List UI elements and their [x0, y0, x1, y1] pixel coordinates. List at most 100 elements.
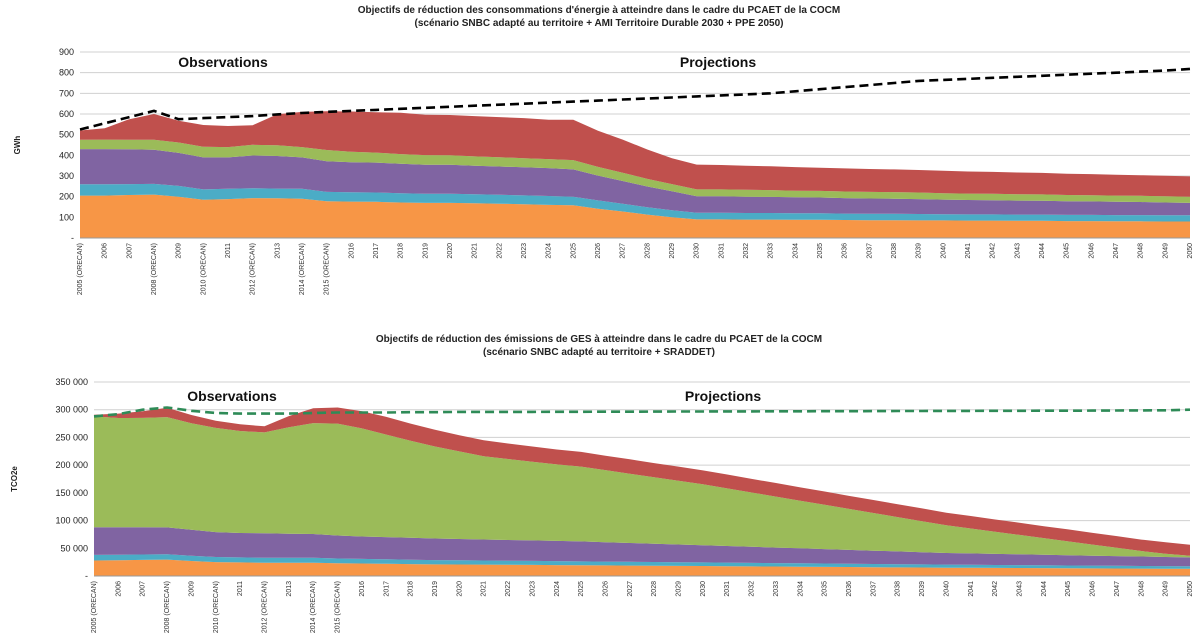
- chart-title: Objectifs de réduction des émissions de …: [0, 333, 1198, 359]
- area-series-5: [80, 111, 1190, 197]
- area-series-3: [80, 149, 1190, 216]
- x-tick-label: 2021: [472, 243, 479, 259]
- x-tick-label: 2042: [992, 581, 999, 597]
- x-tick-label: 2031: [724, 581, 731, 597]
- x-tick-label: 2014 (ORECAN): [299, 243, 306, 295]
- x-tick-label: 2035: [822, 581, 829, 597]
- x-tick-label: 2005 (ORECAN): [91, 581, 98, 633]
- y-tick-label: 300: [59, 171, 74, 181]
- x-tick-label: 2036: [842, 243, 849, 259]
- x-tick-label: 2012 (ORECAN): [261, 581, 268, 633]
- x-tick-label: 2007: [126, 243, 133, 259]
- y-tick-label: 50 000: [60, 543, 88, 553]
- area-series-1: [94, 559, 1190, 576]
- area-series-3: [94, 527, 1190, 567]
- chart-title-line1: Objectifs de réduction des consommations…: [357, 5, 841, 16]
- x-tick-label: 2020: [456, 581, 463, 597]
- x-tick-label: 2016: [359, 581, 366, 597]
- x-tick-label: 2030: [694, 243, 701, 259]
- x-tick-label: 2007: [140, 581, 147, 597]
- y-axis-label: GWh: [13, 136, 22, 155]
- x-tick-label: 2018: [398, 243, 405, 259]
- y-tick-label: 250 000: [55, 432, 88, 442]
- x-tick-label: 2050: [1187, 581, 1194, 597]
- y-tick-label: -: [71, 233, 74, 243]
- x-tick-label: 2034: [797, 581, 804, 597]
- x-tick-label: 2044: [1039, 243, 1046, 259]
- y-tick-label: 800: [59, 68, 74, 78]
- x-tick-label: 2040: [940, 243, 947, 259]
- x-tick-label: 2022: [505, 581, 512, 597]
- x-tick-label: 2019: [422, 243, 429, 259]
- x-tick-label: 2046: [1090, 581, 1097, 597]
- x-tick-label: 2006: [102, 243, 109, 259]
- x-tick-label: 2008 (ORECAN): [164, 581, 171, 633]
- x-tick-label: 2016: [348, 243, 355, 259]
- x-tick-label: 2042: [990, 243, 997, 259]
- ghg-chart-plot: - 50 000 100 000 150 000 200 000 250 000 300 0…: [10, 377, 1194, 633]
- y-tick-label: 150 000: [55, 488, 88, 498]
- x-tick-label: 2041: [968, 581, 975, 597]
- x-tick-label: 2031: [718, 243, 725, 259]
- area-series-2: [80, 183, 1190, 222]
- area-series-1: [80, 194, 1190, 238]
- x-tick-label: 2009: [176, 243, 183, 259]
- y-tick-label: 200 000: [55, 460, 88, 470]
- x-tick-label: 2045: [1064, 243, 1071, 259]
- chart-title-line2: (scénario SNBC adapté au territoire + SR…: [483, 347, 715, 358]
- x-tick-label: 2047: [1113, 243, 1120, 259]
- x-tick-label: 2019: [432, 581, 439, 597]
- x-tick-label: 2033: [768, 243, 775, 259]
- x-tick-label: 2044: [1041, 581, 1048, 597]
- x-tick-label: 2018: [408, 581, 415, 597]
- x-tick-label: 2017: [373, 243, 380, 259]
- x-tick-label: 2043: [1017, 581, 1024, 597]
- objective-line: [79, 67, 1191, 131]
- x-tick-label: 2017: [383, 581, 390, 597]
- x-tick-label: 2024: [554, 581, 561, 597]
- x-tick-label: 2011: [225, 243, 232, 258]
- energy-chart-plot: - 100 200 300 400 500 600 700 800 900 2005 (ORECAN…: [13, 47, 1194, 295]
- x-tick-label: 2041: [965, 243, 972, 259]
- x-tick-label: 2015 (ORECAN): [324, 243, 331, 295]
- area-series-4: [80, 139, 1190, 203]
- ghg-emissions-chart: Objectifs de réduction des émissions de …: [0, 320, 1198, 638]
- annotation-observations: Observations: [187, 388, 277, 404]
- area-series-4: [94, 416, 1190, 558]
- x-tick-label: 2043: [1014, 243, 1021, 259]
- x-tick-label: 2027: [620, 243, 627, 259]
- chart-title-line1: Objectifs de réduction des émissions de …: [375, 334, 823, 345]
- x-tick-label: 2046: [1088, 243, 1095, 259]
- x-tick-label: 2045: [1065, 581, 1072, 597]
- x-tick-label: 2025: [578, 581, 585, 597]
- area-series-2: [94, 554, 1190, 569]
- x-tick-label: 2033: [773, 581, 780, 597]
- x-tick-label: 2023: [529, 581, 536, 597]
- area-series-5: [94, 407, 1190, 556]
- x-tick-label: 2050: [1187, 243, 1194, 259]
- x-tick-label: 2010 (ORECAN): [213, 581, 220, 633]
- annotation-projections: Projections: [685, 388, 761, 404]
- x-tick-label: 2032: [749, 581, 756, 597]
- y-tick-label: 700: [59, 88, 74, 98]
- y-tick-label: 200: [59, 192, 74, 202]
- y-tick-label: 500: [59, 130, 74, 140]
- annotation-projections: Projections: [680, 54, 756, 70]
- y-tick-label: -: [85, 571, 88, 581]
- y-tick-label: 100: [59, 212, 74, 222]
- x-tick-label: 2029: [676, 581, 683, 597]
- x-tick-label: 2029: [669, 243, 676, 259]
- x-tick-label: 2014 (ORECAN): [310, 581, 317, 633]
- x-tick-label: 2010 (ORECAN): [200, 243, 207, 295]
- x-tick-label: 2023: [521, 243, 528, 259]
- x-tick-label: 2034: [792, 243, 799, 259]
- x-tick-label: 2030: [700, 581, 707, 597]
- x-tick-label: 2006: [115, 581, 122, 597]
- chart-title-line2: (scénario SNBC adapté au territoire + AM…: [414, 18, 784, 29]
- y-tick-label: 600: [59, 109, 74, 119]
- x-tick-label: 2039: [916, 243, 923, 259]
- x-tick-label: 2037: [866, 243, 873, 259]
- x-tick-label: 2038: [895, 581, 902, 597]
- x-tick-label: 2026: [602, 581, 609, 597]
- annotation-observations: Observations: [178, 54, 268, 70]
